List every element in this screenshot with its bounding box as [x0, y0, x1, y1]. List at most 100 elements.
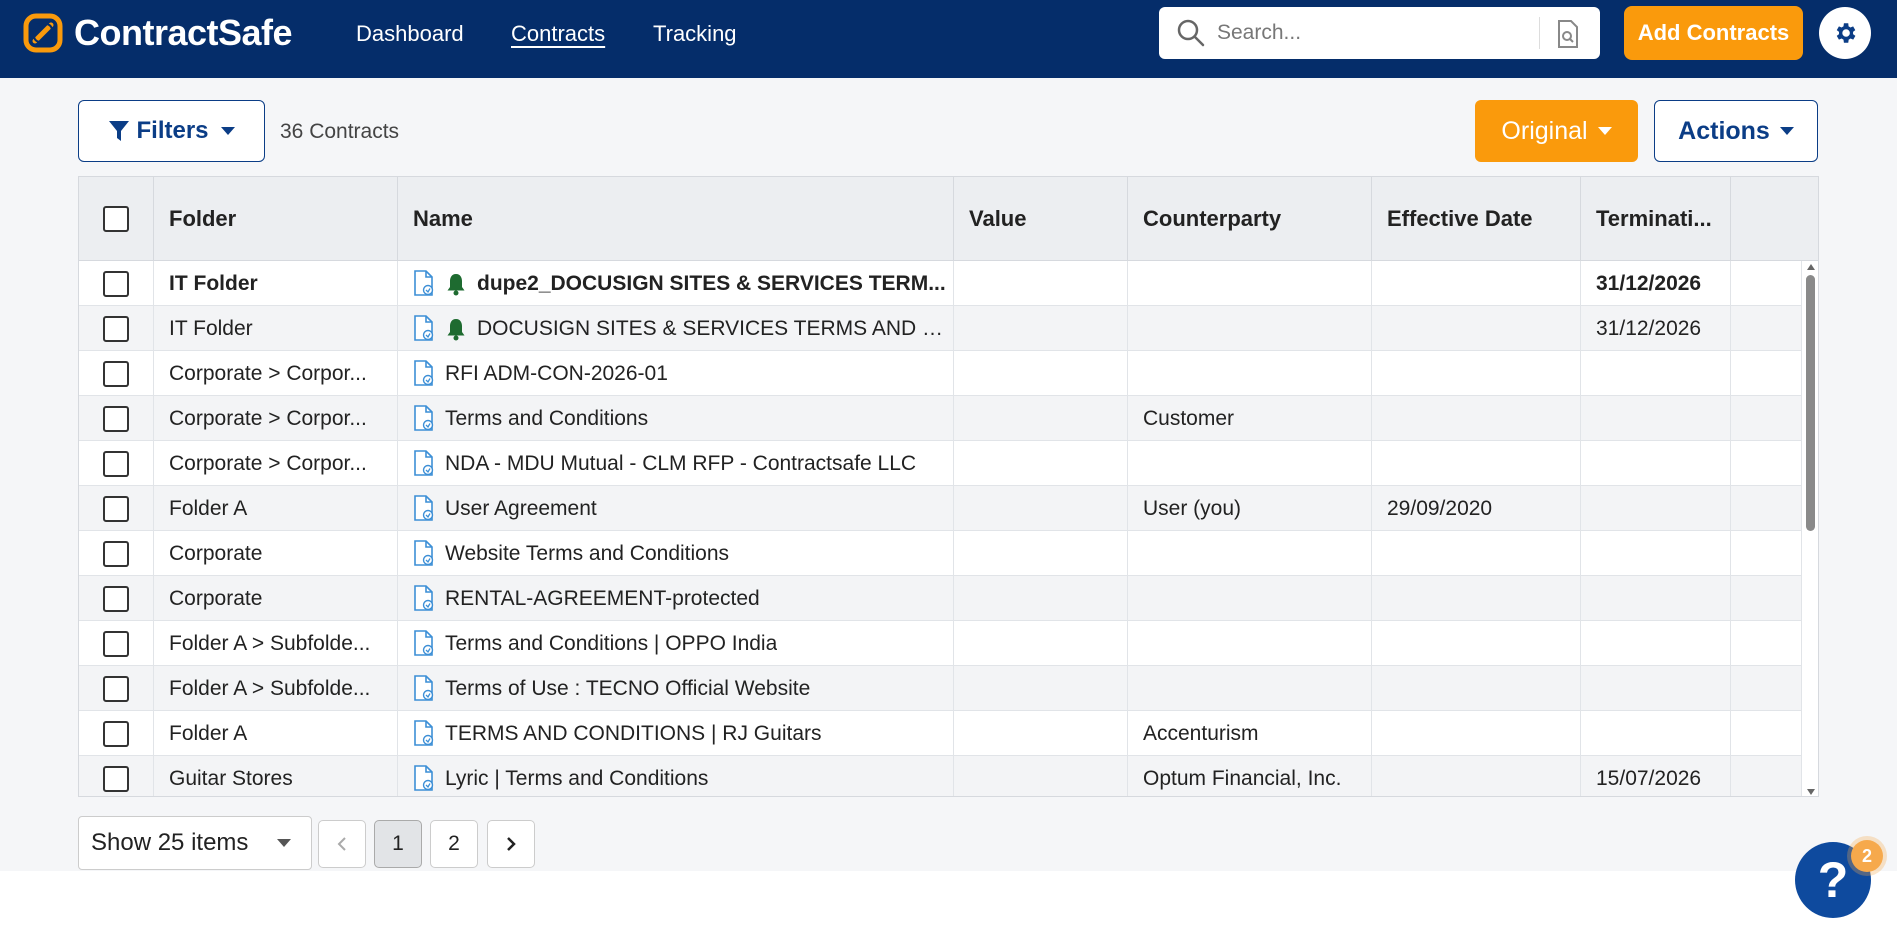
cell-termination-date [1581, 666, 1731, 711]
row-checkbox[interactable] [103, 450, 129, 477]
cell-folder: Corporate [154, 531, 398, 576]
filter-icon [109, 121, 130, 141]
cell-name[interactable]: User Agreement [398, 486, 954, 531]
cell-name[interactable]: TERMS AND CONDITIONS | RJ Guitars [398, 711, 954, 756]
add-contracts-button[interactable]: Add Contracts [1624, 6, 1803, 60]
row-checkbox[interactable] [103, 675, 129, 702]
cell-extra [1731, 621, 1802, 666]
cell-folder-text: Folder A > Subfolde... [169, 631, 371, 655]
contract-name[interactable]: NDA - MDU Mutual - CLM RFP - Contractsaf… [445, 451, 917, 475]
next-page-button[interactable] [487, 820, 535, 868]
cell-name[interactable]: DOCUSIGN SITES & SERVICES TERMS AND CO..… [398, 306, 954, 351]
contract-name[interactable]: Terms of Use : TECNO Official Website [445, 676, 811, 700]
table-row[interactable]: IT Folder DOCUSIGN SITES & SERVICES TERMS… [79, 306, 1802, 351]
cell-value [954, 531, 1128, 576]
table-row[interactable]: IT Folder dupe2_DOCUSIGN SITES & SERVICES… [79, 261, 1802, 306]
contract-file-icon [414, 540, 434, 566]
cell-name[interactable]: RFI ADM-CON-2026-01 [398, 351, 954, 396]
table-row[interactable]: Folder A > Subfolde... Terms and Conditio… [79, 621, 1802, 666]
row-checkbox[interactable] [103, 630, 129, 657]
cell-name[interactable]: Terms and Conditions [398, 396, 954, 441]
contract-name[interactable]: RFI ADM-CON-2026-01 [445, 361, 668, 385]
cell-name[interactable]: Website Terms and Conditions [398, 531, 954, 576]
column-header-termination-date[interactable]: Terminati... [1581, 177, 1731, 261]
table-row[interactable]: Corporate > Corpor... RFI ADM-CON-2026-01 [79, 351, 1802, 396]
cell-termination-date-text: 15/07/2026 [1596, 766, 1702, 790]
nav-tracking[interactable]: Tracking [653, 21, 737, 46]
help-notification-badge: 2 [1851, 840, 1883, 872]
search-input[interactable] [1217, 21, 1537, 45]
contract-name[interactable]: Lyric | Terms and Conditions [445, 766, 709, 790]
cell-counterparty: Customer [1128, 396, 1372, 441]
settings-button[interactable] [1819, 7, 1871, 59]
cell-counterparty-text: User (you) [1143, 496, 1242, 520]
cell-name[interactable]: dupe2_DOCUSIGN SITES & SERVICES TERM... [398, 261, 954, 306]
row-checkbox[interactable] [103, 585, 129, 612]
row-checkbox-cell [79, 486, 154, 531]
cell-counterparty [1128, 666, 1372, 711]
page-size-select[interactable]: Show 25 items [78, 816, 312, 870]
actions-button[interactable]: Actions [1654, 100, 1818, 162]
table-row[interactable]: Folder A TERMS AND CONDITIONS | RJ Guitar… [79, 711, 1802, 756]
contracts-grid: Folder Name Value Counterparty Effective… [78, 176, 1819, 797]
row-checkbox[interactable] [103, 405, 129, 432]
scroll-up-arrow-icon[interactable] [1807, 264, 1815, 270]
row-checkbox[interactable] [103, 360, 129, 387]
help-button[interactable]: ? [1795, 842, 1871, 918]
cell-name[interactable]: RENTAL-AGREEMENT-protected [398, 576, 954, 621]
contract-name[interactable]: User Agreement [445, 496, 597, 520]
select-all-checkbox[interactable] [103, 206, 129, 232]
row-checkbox[interactable] [103, 765, 129, 792]
table-row[interactable]: Corporate Website Terms and Conditions [79, 531, 1802, 576]
brand-logo[interactable]: ContractSafe [22, 12, 293, 54]
cell-name[interactable]: Terms of Use : TECNO Official Website [398, 666, 954, 711]
bell-icon[interactable] [445, 272, 467, 296]
cell-name[interactable]: NDA - MDU Mutual - CLM RFP - Contractsaf… [398, 441, 954, 486]
row-checkbox[interactable] [103, 540, 129, 567]
filters-button[interactable]: Filters [78, 100, 265, 162]
grid-scrollbar[interactable] [1802, 261, 1818, 796]
row-checkbox[interactable] [103, 720, 129, 747]
row-checkbox[interactable] [103, 270, 129, 297]
cell-counterparty [1128, 576, 1372, 621]
row-checkbox[interactable] [103, 495, 129, 522]
contract-name[interactable]: Terms and Conditions | OPPO India [445, 631, 778, 655]
contract-name[interactable]: RENTAL-AGREEMENT-protected [445, 586, 760, 610]
column-header-counterparty[interactable]: Counterparty [1128, 177, 1372, 261]
cell-name[interactable]: Lyric | Terms and Conditions [398, 756, 954, 796]
column-header-folder[interactable]: Folder [154, 177, 398, 261]
brand-name: ContractSafe [74, 12, 293, 53]
contract-name[interactable]: Website Terms and Conditions [445, 541, 730, 565]
document-search-icon[interactable] [1556, 20, 1580, 48]
scrollbar-thumb[interactable] [1806, 275, 1815, 531]
table-row[interactable]: Corporate RENTAL-AGREEMENT-protected [79, 576, 1802, 621]
table-row[interactable]: Folder A User Agreement User (you) 29/09/20… [79, 486, 1802, 531]
cell-folder-text: Corporate [169, 541, 263, 565]
cell-name[interactable]: Terms and Conditions | OPPO India [398, 621, 954, 666]
prev-page-button[interactable] [318, 820, 366, 868]
cell-termination-date: 31/12/2026 [1581, 261, 1731, 306]
row-checkbox[interactable] [103, 315, 129, 342]
contract-name[interactable]: dupe2_DOCUSIGN SITES & SERVICES TERM... [477, 271, 946, 295]
view-original-button[interactable]: Original [1475, 100, 1638, 162]
table-row[interactable]: Corporate > Corpor... Terms and Condition… [79, 396, 1802, 441]
cell-folder-text: Guitar Stores [169, 766, 293, 790]
row-checkbox-cell [79, 261, 154, 306]
table-row[interactable]: Corporate > Corpor... NDA - MDU Mutual - … [79, 441, 1802, 486]
nav-contracts[interactable]: Contracts [511, 21, 606, 46]
contract-name[interactable]: DOCUSIGN SITES & SERVICES TERMS AND CO..… [477, 316, 953, 340]
column-header-effective-date[interactable]: Effective Date [1372, 177, 1581, 261]
scroll-down-arrow-icon[interactable] [1807, 789, 1815, 795]
bell-icon[interactable] [445, 317, 467, 341]
page-button-2[interactable]: 2 [430, 820, 478, 868]
nav-dashboard[interactable]: Dashboard [356, 21, 464, 46]
contract-name[interactable]: TERMS AND CONDITIONS | RJ Guitars [445, 721, 822, 745]
page-button-1[interactable]: 1 [374, 820, 422, 868]
contract-name[interactable]: Terms and Conditions [445, 406, 649, 430]
column-header-name[interactable]: Name [398, 177, 954, 261]
table-row[interactable]: Guitar Stores Lyric | Terms and Condition… [79, 756, 1802, 796]
table-row[interactable]: Folder A > Subfolde... Terms of Use : TEC… [79, 666, 1802, 711]
column-header-value[interactable]: Value [954, 177, 1128, 261]
cell-folder-text: Corporate > Corpor... [169, 406, 367, 430]
chevron-left-icon [337, 837, 346, 851]
